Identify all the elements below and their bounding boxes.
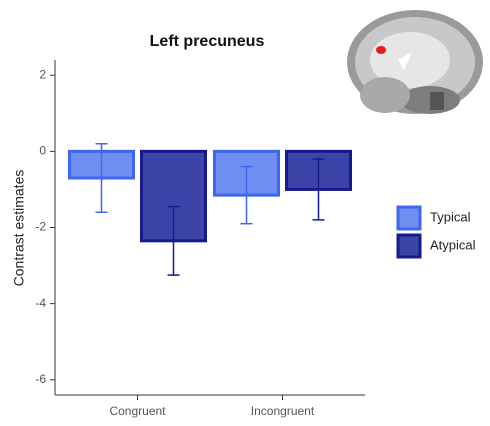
y-tick-label: 2 bbox=[39, 67, 46, 81]
y-tick-label: 0 bbox=[39, 144, 46, 158]
chart-title: Left precuneus bbox=[150, 33, 265, 50]
brain-image bbox=[347, 10, 483, 114]
page: Left precuneus Contrast estimates 2 0 -2 -4… bbox=[0, 0, 490, 421]
legend-swatch bbox=[398, 207, 420, 229]
legend-label: Typical bbox=[430, 209, 471, 224]
y-tick-label: -4 bbox=[35, 296, 46, 310]
y-axis-label: Contrast estimates bbox=[11, 170, 27, 287]
legend-label: Atypical bbox=[430, 237, 476, 252]
legend-swatch bbox=[398, 235, 420, 257]
x-tick-label: Congruent bbox=[109, 404, 166, 418]
y-tick-label: -6 bbox=[35, 372, 46, 386]
x-tick-label: Incongruent bbox=[251, 404, 315, 418]
chart: Left precuneus Contrast estimates 2 0 -2 -4… bbox=[0, 0, 490, 421]
y-tick-label: -2 bbox=[35, 220, 46, 234]
